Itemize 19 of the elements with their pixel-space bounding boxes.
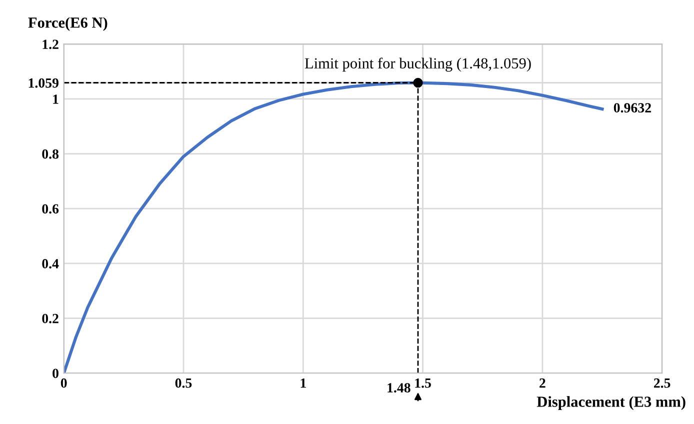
x-tick-label: 0: [60, 378, 67, 388]
text: 1.48: [388, 383, 410, 393]
annotation: 0.9632: [614, 103, 651, 113]
x-tick-label: 2: [540, 378, 546, 388]
y-tick-label: 0.4: [42, 259, 59, 268]
y-axis-title: Force(E6 N): [28, 17, 108, 31]
y-tick-label: 0.8: [42, 149, 59, 159]
y-tick-label: 1.2: [42, 40, 58, 50]
x-tick-label: 1: [300, 378, 306, 388]
x-tick-label: 2.5: [654, 378, 670, 388]
x-tick-label: 0.5: [175, 378, 192, 388]
annotation: Limit point for buckling (1.48,1.059): [304, 58, 531, 72]
y-tick-label: 0: [52, 368, 58, 378]
x-axis-title: Displacement (E3 mm): [536, 396, 686, 410]
y-tick-label: 1: [53, 94, 58, 104]
y-tick-label: 0.2: [42, 314, 58, 324]
y-tick-label: 0.6: [42, 204, 59, 214]
x-tick-label: 1.5: [415, 378, 431, 388]
y-tick-label: 1.059: [28, 78, 58, 88]
